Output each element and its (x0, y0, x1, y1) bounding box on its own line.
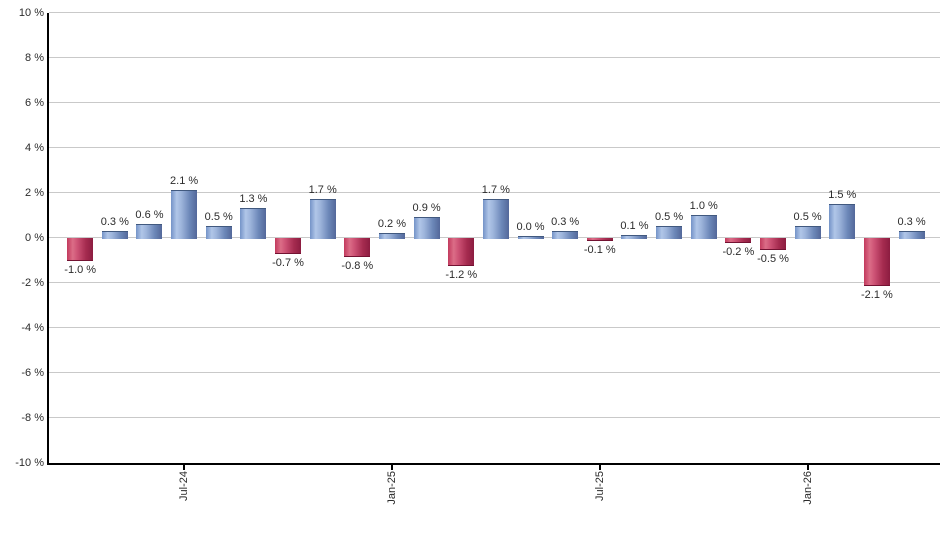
gridline (49, 12, 940, 13)
bar-value-label: 0.0 % (516, 220, 545, 233)
bar-value-label: 1.7 % (481, 184, 510, 197)
bar (690, 215, 717, 239)
bar (621, 235, 648, 239)
x-axis-tick-mark (183, 464, 186, 470)
x-axis-tick-mark (806, 464, 809, 470)
y-axis-tick-label: -6 % (21, 366, 44, 379)
y-axis-tick-label: 2 % (25, 186, 44, 199)
bar-value-label: -1.2 % (445, 268, 478, 281)
y-axis-tick-label: 8 % (25, 51, 44, 64)
bar-value-label: -0.8 % (341, 259, 374, 272)
bar-value-label: -0.1 % (583, 243, 616, 256)
bar-value-label: -0.2 % (722, 246, 755, 258)
bar (344, 237, 371, 257)
gridline (49, 417, 940, 418)
bar-value-label: 0.2 % (377, 218, 407, 230)
bar-value-label: 1.3 % (239, 193, 268, 206)
bar (275, 237, 302, 255)
y-axis-tick-label: 6 % (25, 96, 44, 109)
bar (586, 237, 613, 241)
bar (136, 224, 163, 239)
x-axis-tick-label: Jul-25 (593, 470, 606, 501)
y-axis-tick-label: 4 % (25, 141, 44, 154)
gridline (49, 147, 940, 148)
bar-value-label: 2.1 % (170, 175, 199, 188)
bar-value-label: 0.3 % (100, 215, 129, 228)
y-axis-tick-label: 10 % (18, 6, 44, 19)
bar (898, 230, 925, 239)
bar-value-label: 0.3 % (551, 215, 580, 228)
bar (794, 226, 821, 239)
gridline (49, 57, 940, 58)
bar (482, 199, 509, 239)
y-axis-tick-label: -10 % (15, 456, 44, 469)
y-axis-tick-label: -2 % (21, 276, 44, 289)
bar (413, 217, 440, 239)
bar-value-label: -0.7 % (272, 257, 304, 270)
bar-value-label: 1.0 % (689, 200, 718, 212)
bar (863, 237, 890, 286)
bar (448, 237, 475, 266)
gridline (49, 282, 940, 283)
y-axis-tick-label: -4 % (21, 321, 44, 334)
x-axis-tick-mark (598, 464, 601, 470)
bar (205, 226, 232, 239)
y-axis-line (47, 12, 49, 465)
x-axis-tick-label: Jul-24 (178, 470, 191, 501)
bar (240, 208, 267, 239)
bar-value-label: -0.5 % (757, 252, 789, 265)
bar-value-label: 0.9 % (412, 202, 441, 215)
x-axis-tick-label: Jan-25 (385, 470, 398, 505)
bar-value-label: -2.1 % (861, 288, 893, 301)
bar-value-label: 0.3 % (897, 215, 926, 228)
bar (171, 190, 198, 239)
x-axis-tick-mark (390, 464, 393, 470)
bar (656, 226, 683, 239)
bar-value-label: 1.7 % (308, 184, 337, 197)
bar (309, 199, 336, 239)
bar (67, 237, 94, 261)
gridline (49, 192, 940, 193)
bar (101, 230, 128, 239)
bar (378, 233, 405, 239)
bar-value-label: 0.5 % (793, 211, 822, 224)
bar-value-label: 0.6 % (135, 209, 164, 221)
bar-value-label: -1.0 % (64, 264, 97, 276)
gridline (49, 102, 940, 103)
bar-value-label: 0.1 % (620, 220, 649, 233)
bar (552, 230, 579, 239)
bar-value-label: 1.5 % (828, 188, 857, 201)
bar (829, 203, 856, 239)
x-axis-line (47, 462, 940, 465)
x-axis-tick-label: Jan-26 (801, 470, 814, 505)
bar (725, 237, 752, 243)
y-axis-tick-label: 0 % (25, 231, 44, 244)
bar-value-label: 0.5 % (204, 211, 233, 224)
bar-value-label: 0.5 % (655, 211, 684, 224)
bar (517, 235, 544, 239)
y-axis-tick-label: -8 % (21, 411, 44, 424)
bar (760, 237, 786, 250)
gridline (49, 327, 940, 328)
gridline (49, 372, 940, 373)
